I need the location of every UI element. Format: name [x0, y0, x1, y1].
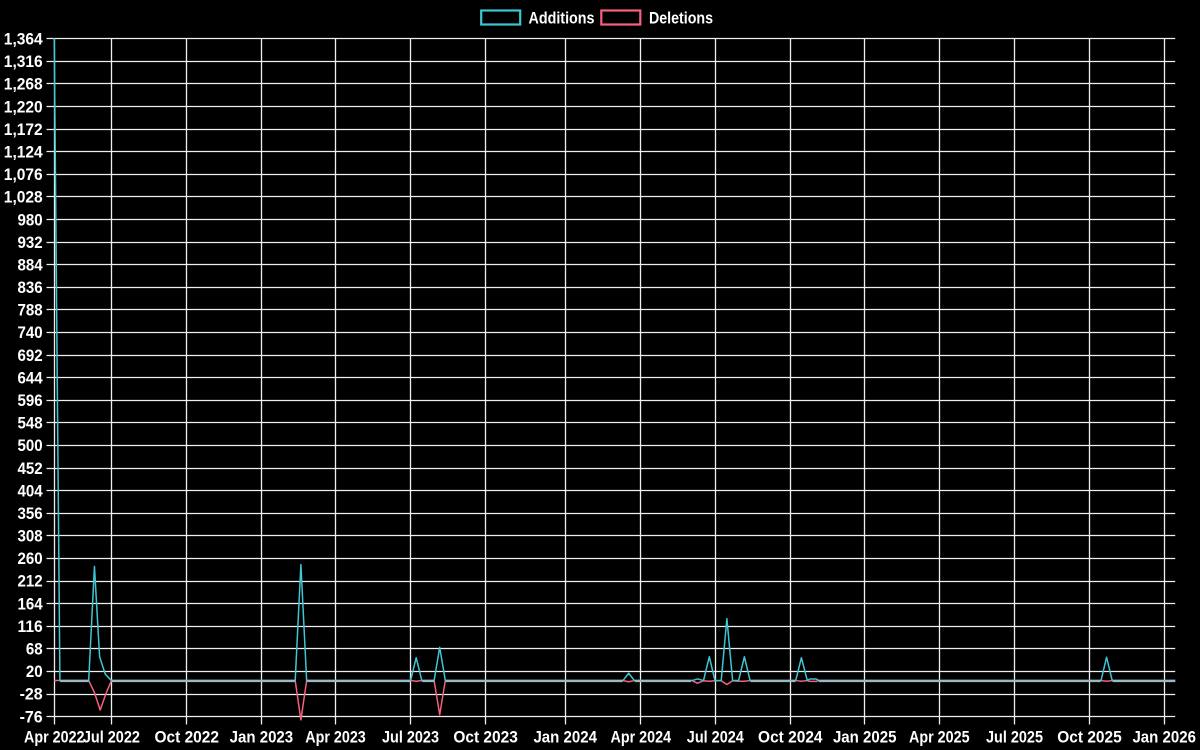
svg-text:1,364: 1,364	[4, 30, 43, 49]
svg-text:836: 836	[18, 278, 43, 297]
svg-text:Jan 2025: Jan 2025	[833, 727, 897, 746]
svg-text:692: 692	[18, 346, 43, 365]
svg-text:Apr 2022: Apr 2022	[24, 727, 85, 746]
svg-text:Jul 2024: Jul 2024	[687, 727, 744, 746]
svg-text:980: 980	[18, 210, 43, 229]
svg-text:Deletions: Deletions	[649, 8, 713, 27]
svg-text:452: 452	[18, 459, 43, 478]
svg-text:548: 548	[18, 414, 43, 433]
svg-text:884: 884	[18, 255, 44, 274]
svg-text:500: 500	[18, 436, 43, 455]
svg-text:Jan 2023: Jan 2023	[230, 727, 294, 746]
svg-text:1,220: 1,220	[4, 97, 43, 116]
svg-text:596: 596	[18, 391, 43, 410]
svg-text:404: 404	[18, 481, 44, 500]
svg-text:1,172: 1,172	[4, 120, 43, 139]
svg-text:Additions: Additions	[529, 8, 595, 27]
svg-text:Apr 2025: Apr 2025	[909, 727, 970, 746]
svg-text:Oct 2023: Oct 2023	[453, 727, 518, 746]
svg-text:Jul 2025: Jul 2025	[986, 727, 1043, 746]
svg-text:260: 260	[18, 549, 43, 568]
svg-text:Apr 2024: Apr 2024	[611, 727, 672, 746]
svg-text:356: 356	[18, 504, 43, 523]
svg-text:Jul 2022: Jul 2022	[83, 727, 140, 746]
svg-text:788: 788	[18, 301, 43, 320]
svg-text:Jan 2026: Jan 2026	[1132, 727, 1196, 746]
svg-text:644: 644	[18, 368, 44, 387]
svg-text:Oct 2024: Oct 2024	[758, 727, 823, 746]
svg-text:1,028: 1,028	[4, 188, 43, 207]
svg-text:Oct 2022: Oct 2022	[155, 727, 220, 746]
svg-text:1,124: 1,124	[4, 142, 43, 161]
svg-text:1,268: 1,268	[4, 75, 43, 94]
svg-text:Oct 2025: Oct 2025	[1057, 727, 1122, 746]
svg-text:1,316: 1,316	[4, 52, 43, 71]
svg-text:Apr 2023: Apr 2023	[305, 727, 366, 746]
svg-text:164: 164	[18, 594, 44, 613]
svg-text:740: 740	[18, 323, 43, 342]
svg-text:20: 20	[26, 662, 43, 681]
svg-text:68: 68	[26, 640, 43, 659]
svg-text:116: 116	[18, 617, 43, 636]
svg-text:-28: -28	[20, 685, 43, 704]
svg-text:-76: -76	[20, 707, 43, 726]
svg-text:212: 212	[18, 572, 43, 591]
svg-text:1,076: 1,076	[4, 165, 43, 184]
svg-text:308: 308	[18, 527, 43, 546]
svg-text:932: 932	[18, 233, 43, 252]
svg-text:Jan 2024: Jan 2024	[533, 727, 597, 746]
svg-text:Jul 2023: Jul 2023	[382, 727, 439, 746]
